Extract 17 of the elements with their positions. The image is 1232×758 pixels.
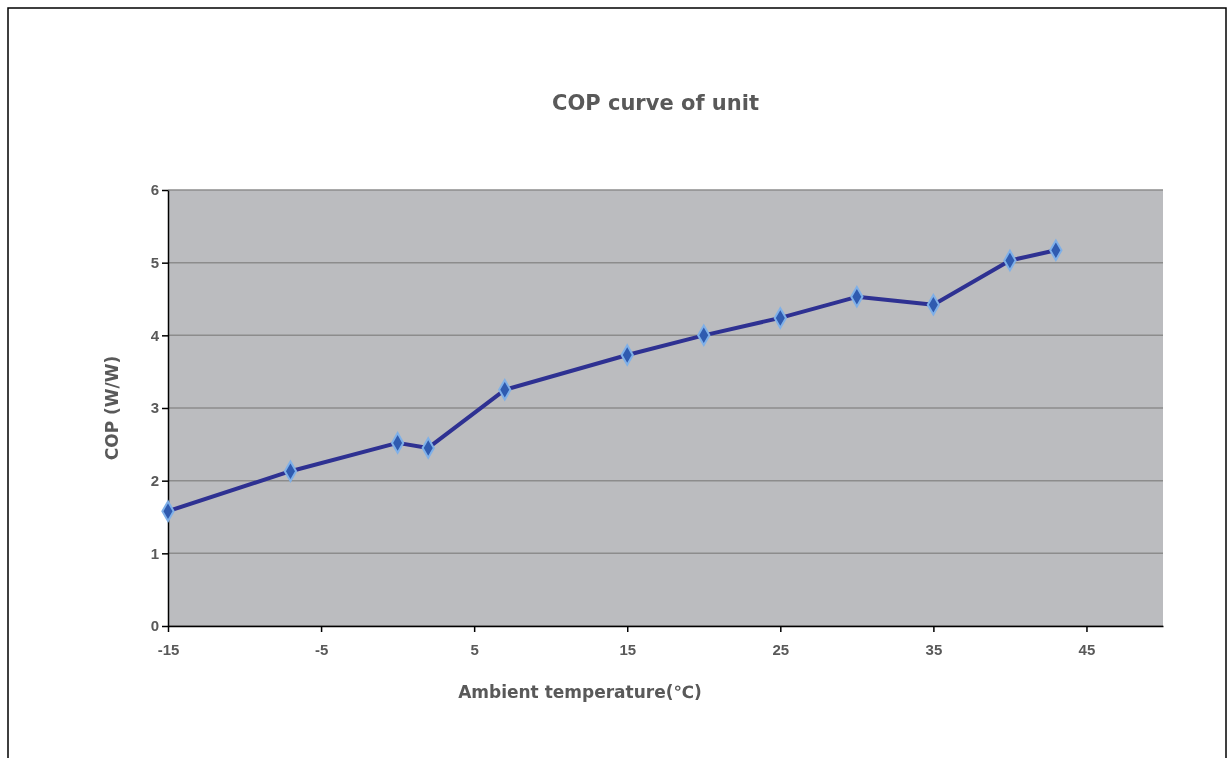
y-tick-label: 2	[150, 471, 159, 489]
y-tick-label: 1	[150, 544, 159, 562]
x-axis-title: Ambient temperature(℃)	[458, 682, 702, 702]
x-tick-label: 25	[772, 640, 790, 658]
x-tick-label: 45	[1078, 640, 1096, 658]
y-tick-label: 5	[150, 253, 159, 271]
x-tick-label: -5	[314, 640, 329, 658]
y-tick-label: 3	[150, 399, 159, 417]
x-tick-label: 5	[470, 640, 479, 658]
x-tick-label: -15	[157, 640, 180, 658]
y-tick-label: 4	[150, 326, 160, 344]
y-tick-label: 0	[150, 617, 159, 635]
y-axis-title: COP (W/W)	[102, 355, 122, 461]
x-tick-label: 15	[619, 640, 637, 658]
y-tick-label: 6	[150, 181, 159, 199]
x-tick-label: 35	[925, 640, 943, 658]
chart-title: COP curve of unit	[552, 91, 759, 115]
